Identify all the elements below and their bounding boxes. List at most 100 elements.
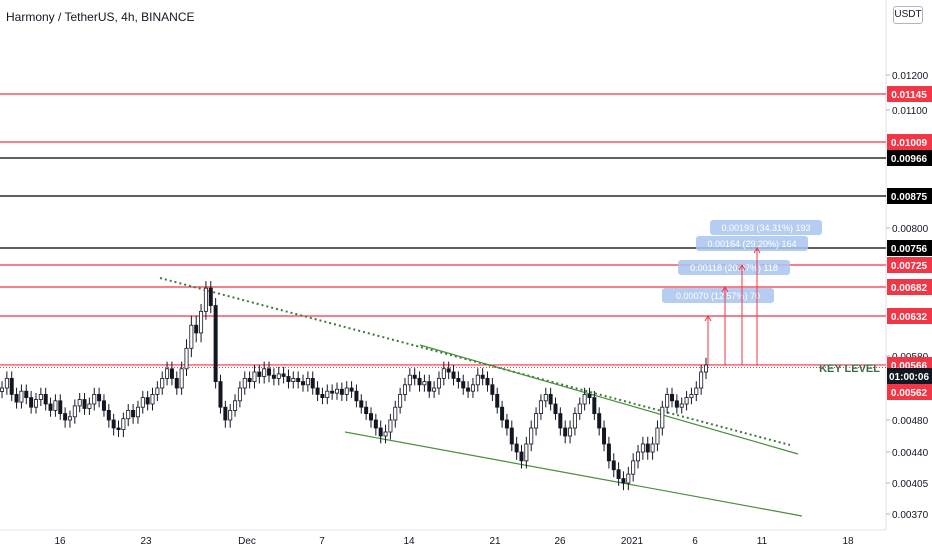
level-price-badge: [887, 257, 932, 273]
candle-body: [592, 397, 597, 415]
x-tick-label: 7: [319, 536, 325, 547]
candle-body: [48, 403, 53, 411]
price-axis: 0.012000.011000.008000.005800.004800.004…: [886, 71, 932, 521]
currency-badge[interactable]: USDT: [893, 6, 923, 24]
candle-body: [466, 387, 471, 392]
y-tick-label: 0.00370: [892, 510, 929, 521]
candle-body: [490, 384, 495, 395]
candle-body: [427, 381, 432, 392]
trend-lines: [159, 277, 803, 517]
candle-body: [111, 419, 116, 429]
target-arrow-head: [704, 315, 712, 322]
candle-body: [704, 364, 709, 373]
candle-body: [436, 377, 441, 389]
candle-body: [665, 393, 670, 408]
candle-body: [223, 406, 228, 421]
candle-body: [432, 387, 437, 392]
level-price-badge: [887, 308, 932, 324]
candle-body: [58, 400, 63, 414]
candle-body: [519, 451, 524, 462]
candle-body: [684, 397, 689, 405]
candle-body: [611, 460, 616, 471]
candle-body: [9, 377, 14, 395]
candle-body: [339, 388, 344, 395]
dotted-trendline: [159, 277, 791, 446]
candle-body: [63, 413, 68, 421]
candle-body: [563, 427, 568, 437]
target-label-bg: [678, 260, 790, 275]
candle-body: [407, 374, 412, 386]
candle-body: [470, 384, 475, 392]
candle-body: [514, 443, 519, 453]
candle-body: [534, 413, 539, 429]
level-price-label: 0.00566: [891, 361, 928, 372]
candle-body: [679, 403, 684, 408]
candle-body: [296, 377, 301, 382]
candle-body: [301, 381, 306, 386]
candle-body: [378, 427, 383, 437]
candle-body: [441, 368, 446, 379]
target-label: 0.00070 (12.57%) 70: [676, 291, 760, 301]
target-arrow-head: [738, 264, 746, 271]
candle-body: [461, 381, 466, 389]
target-label-bg: [662, 288, 774, 303]
y-tick-label: 0.00480: [892, 416, 929, 427]
candle-body: [670, 393, 675, 402]
price-label-text: 01:00:06: [889, 372, 929, 383]
candle-body: [553, 403, 558, 414]
level-price-label: 0.00966: [891, 154, 928, 165]
target-label: 0.00164 (29.20%) 164: [707, 239, 796, 249]
candle-body: [126, 409, 131, 420]
candle-body: [233, 400, 238, 411]
candle-body: [524, 443, 529, 462]
y-tick-label: 0.01200: [892, 71, 929, 82]
candle-body: [335, 388, 340, 394]
candle-body: [169, 368, 174, 379]
candle-body: [597, 413, 602, 429]
candle-body: [558, 413, 563, 429]
candle-body: [33, 399, 38, 408]
candle-body: [475, 374, 480, 386]
candle-body: [655, 427, 660, 445]
level-price-badge: [887, 150, 932, 166]
candle-body: [14, 393, 19, 403]
target-label-bg: [710, 220, 822, 235]
candle-body: [38, 393, 43, 400]
candle-body: [24, 390, 29, 399]
y-tick-label: 0.00440: [892, 448, 929, 459]
candle-body: [194, 324, 199, 334]
level-price-badge: [887, 134, 932, 150]
candle-body: [344, 387, 349, 395]
x-tick-label: 21: [489, 536, 501, 547]
candle-body: [228, 409, 233, 421]
candle-body: [67, 416, 72, 421]
candle-body: [616, 469, 621, 479]
candle-body: [267, 368, 272, 376]
x-tick-label: 11: [757, 536, 768, 547]
candle-body: [368, 413, 373, 421]
level-price-badge: [887, 240, 932, 256]
candle-body: [456, 377, 461, 382]
candle-body: [626, 473, 631, 484]
candle-body: [82, 399, 87, 409]
candle-body: [252, 371, 257, 383]
candle-body: [315, 387, 320, 395]
candle-body: [509, 427, 514, 445]
candle-body: [485, 377, 490, 386]
candle-body: [257, 371, 262, 377]
candle-body: [262, 368, 267, 377]
candle-body: [184, 347, 189, 370]
key-level-label: KEY LEVEL: [819, 363, 880, 375]
candle-body: [218, 381, 223, 408]
candle-body: [4, 377, 9, 389]
candle-body: [155, 387, 160, 395]
price-label-badge: [887, 384, 932, 400]
candle-body: [587, 393, 592, 398]
candle-body: [325, 390, 330, 399]
x-tick-label: 2021: [621, 536, 644, 547]
candle-body: [330, 390, 335, 394]
candle-body: [53, 400, 58, 411]
candle-body: [602, 427, 607, 445]
candle-body: [650, 443, 655, 453]
